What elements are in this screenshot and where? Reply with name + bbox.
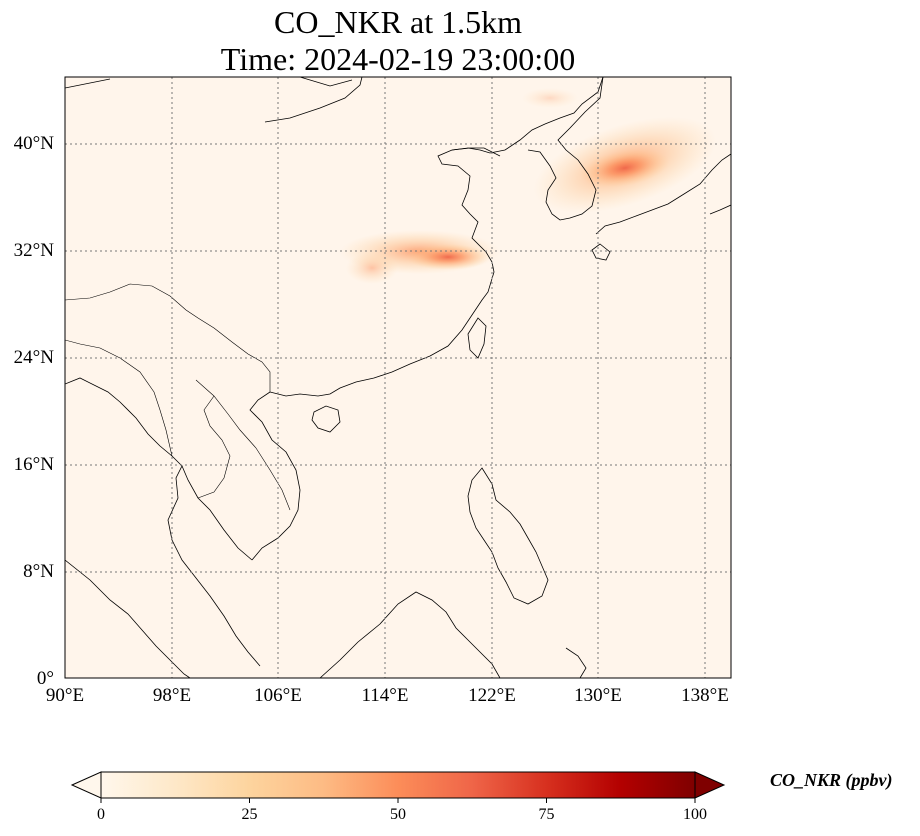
lat-tick-label: 32°N: [13, 240, 54, 261]
lon-tick-label: 130°E: [574, 685, 622, 706]
lon-tick-label: 138°E: [681, 685, 729, 706]
lon-tick-label: 106°E: [254, 685, 302, 706]
colorbar-extend-min: [70, 771, 102, 799]
map-frame: [64, 76, 732, 679]
lat-tick-label: 8°N: [23, 561, 54, 582]
lon-tick-label: 90°E: [45, 685, 85, 706]
colorbar-tick-label: 25: [241, 806, 258, 823]
map-subtitle-time: Time: 2024-02-19 23:00:00: [220, 41, 576, 77]
gridlines: [65, 77, 731, 678]
colorbar-tick-label: 0: [97, 806, 105, 823]
colorbar-tick-label: 50: [390, 806, 406, 823]
lat-tick-label: 40°N: [13, 133, 54, 154]
colorbar-tick-label: 100: [683, 806, 707, 823]
map-title: CO_NKR at 1.5km: [274, 4, 522, 40]
colorbar-tick-label: 75: [538, 806, 555, 823]
coastlines: [65, 77, 731, 678]
colorbar-label: CO_NKR (ppbv): [770, 770, 893, 790]
lat-tick-label: 16°N: [13, 454, 54, 475]
lon-tick-label: 122°E: [468, 685, 516, 706]
lon-tick-label: 114°E: [361, 685, 409, 706]
colorbar-frame: [100, 771, 696, 799]
lat-tick-label: 0°: [36, 668, 54, 689]
plume-west: [346, 252, 398, 284]
map-plot: [64, 76, 732, 679]
colorbar-ticks: [100, 798, 696, 803]
plume-north: [522, 88, 578, 108]
lon-tick-label: 98°E: [152, 685, 192, 706]
colorbar-extend-max: [694, 771, 726, 799]
plume-east-china-core: [406, 244, 490, 270]
lat-tick-label: 24°N: [13, 347, 54, 368]
plume-korea-japan-core: [580, 148, 670, 188]
colorbar-gradient: [101, 772, 695, 798]
